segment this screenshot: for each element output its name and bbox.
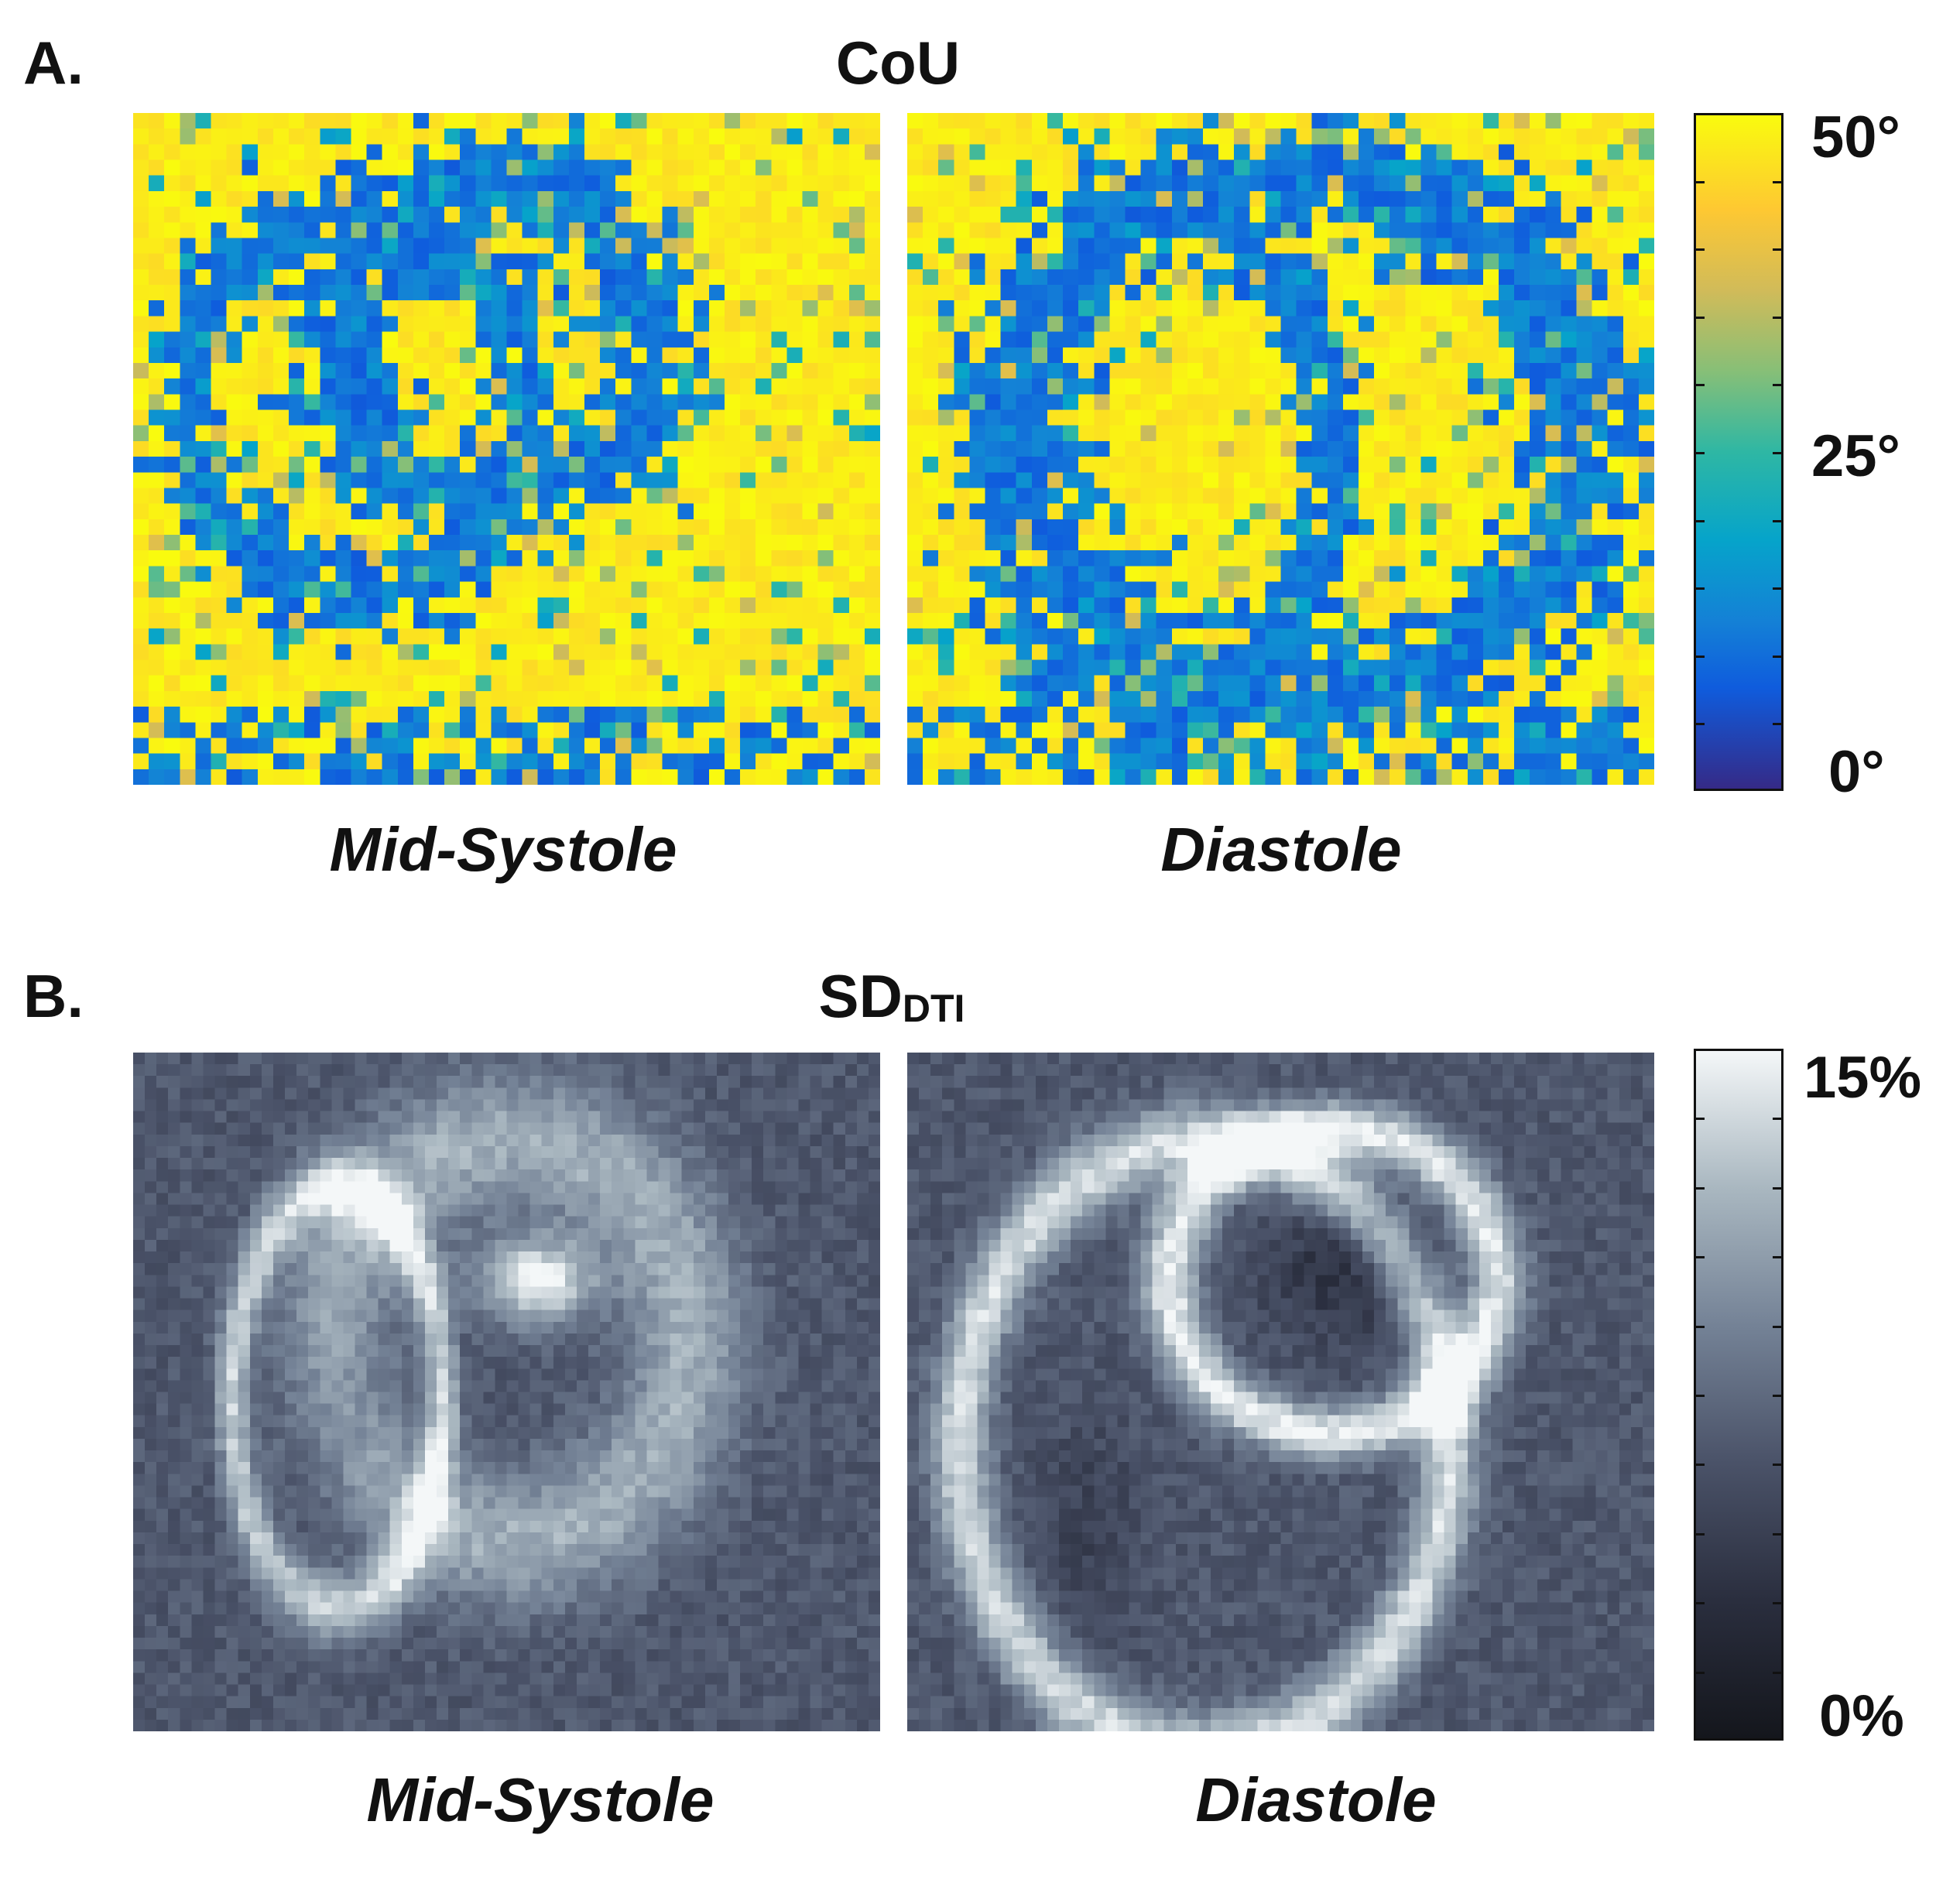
colorbar-tick [1694, 587, 1705, 591]
colorbar-tick [1694, 519, 1705, 522]
colorbar-tick [1694, 1256, 1705, 1259]
colorbar-tick [1773, 248, 1784, 252]
colorbar-tick [1694, 180, 1705, 183]
panel-a-letter: A. [23, 29, 84, 97]
colorbar-tick [1694, 248, 1705, 252]
panel-b-left-caption: Mid-Systole [366, 1765, 714, 1834]
colorbar-a-max-label: 50° [1811, 104, 1900, 170]
panel-b-title-main: SD [818, 962, 903, 1030]
panel-b-colorbar [1694, 1049, 1784, 1741]
colorbar-tick [1694, 1532, 1705, 1536]
colorbar-b-min-label: 0% [1819, 1683, 1904, 1749]
colorbar-tick [1694, 655, 1705, 658]
colorbar-tick [1773, 1395, 1784, 1397]
colorbar-tick [1773, 180, 1784, 183]
colorbar-tick [1773, 316, 1784, 319]
sd-dti-diastole-map [907, 1053, 1654, 1731]
colorbar-tick [1773, 1325, 1784, 1328]
colorbar-tick [1694, 723, 1705, 726]
colorbar-tick [1694, 1118, 1705, 1121]
colorbar-tick [1773, 452, 1784, 454]
colorbar-a-min-label: 0° [1828, 739, 1885, 805]
colorbar-tick [1694, 316, 1705, 319]
colorbar-tick [1694, 1186, 1705, 1190]
colorbar-tick [1773, 723, 1784, 726]
colorbar-tick [1773, 519, 1784, 522]
colorbar-tick [1694, 1671, 1705, 1674]
colorbar-tick [1773, 1256, 1784, 1259]
panel-b-letter: B. [23, 962, 84, 1030]
colorbar-a-mid-label: 25° [1811, 423, 1900, 489]
panel-a-right-caption: Diastole [1160, 815, 1402, 884]
colorbar-tick [1773, 655, 1784, 658]
colorbar-tick [1773, 1671, 1784, 1674]
panel-a-left-caption: Mid-Systole [329, 815, 677, 884]
colorbar-tick [1773, 1464, 1784, 1467]
colorbar-tick [1694, 1464, 1705, 1467]
colorbar-tick [1773, 1602, 1784, 1605]
colorbar-tick [1773, 1118, 1784, 1121]
colorbar-tick [1694, 452, 1705, 454]
sd-dti-mid-systole-map [133, 1053, 880, 1731]
cou-diastole-map [907, 113, 1654, 785]
colorbar-tick [1694, 1602, 1705, 1605]
colorbar-tick [1773, 1532, 1784, 1536]
colorbar-tick [1773, 384, 1784, 387]
panel-a-title: CoU [835, 29, 961, 97]
panel-b-right-caption: Diastole [1195, 1765, 1437, 1834]
colorbar-b-max-label: 15% [1804, 1045, 1922, 1111]
panel-b-title-sub: DTI [902, 987, 965, 1030]
colorbar-tick [1694, 1395, 1705, 1397]
panel-a-colorbar [1694, 113, 1784, 791]
cou-mid-systole-map [133, 113, 880, 785]
colorbar-tick [1694, 1325, 1705, 1328]
colorbar-tick [1694, 384, 1705, 387]
panel-b-title: SDDTI [819, 966, 965, 1028]
colorbar-tick [1773, 587, 1784, 591]
colorbar-tick [1773, 1186, 1784, 1190]
